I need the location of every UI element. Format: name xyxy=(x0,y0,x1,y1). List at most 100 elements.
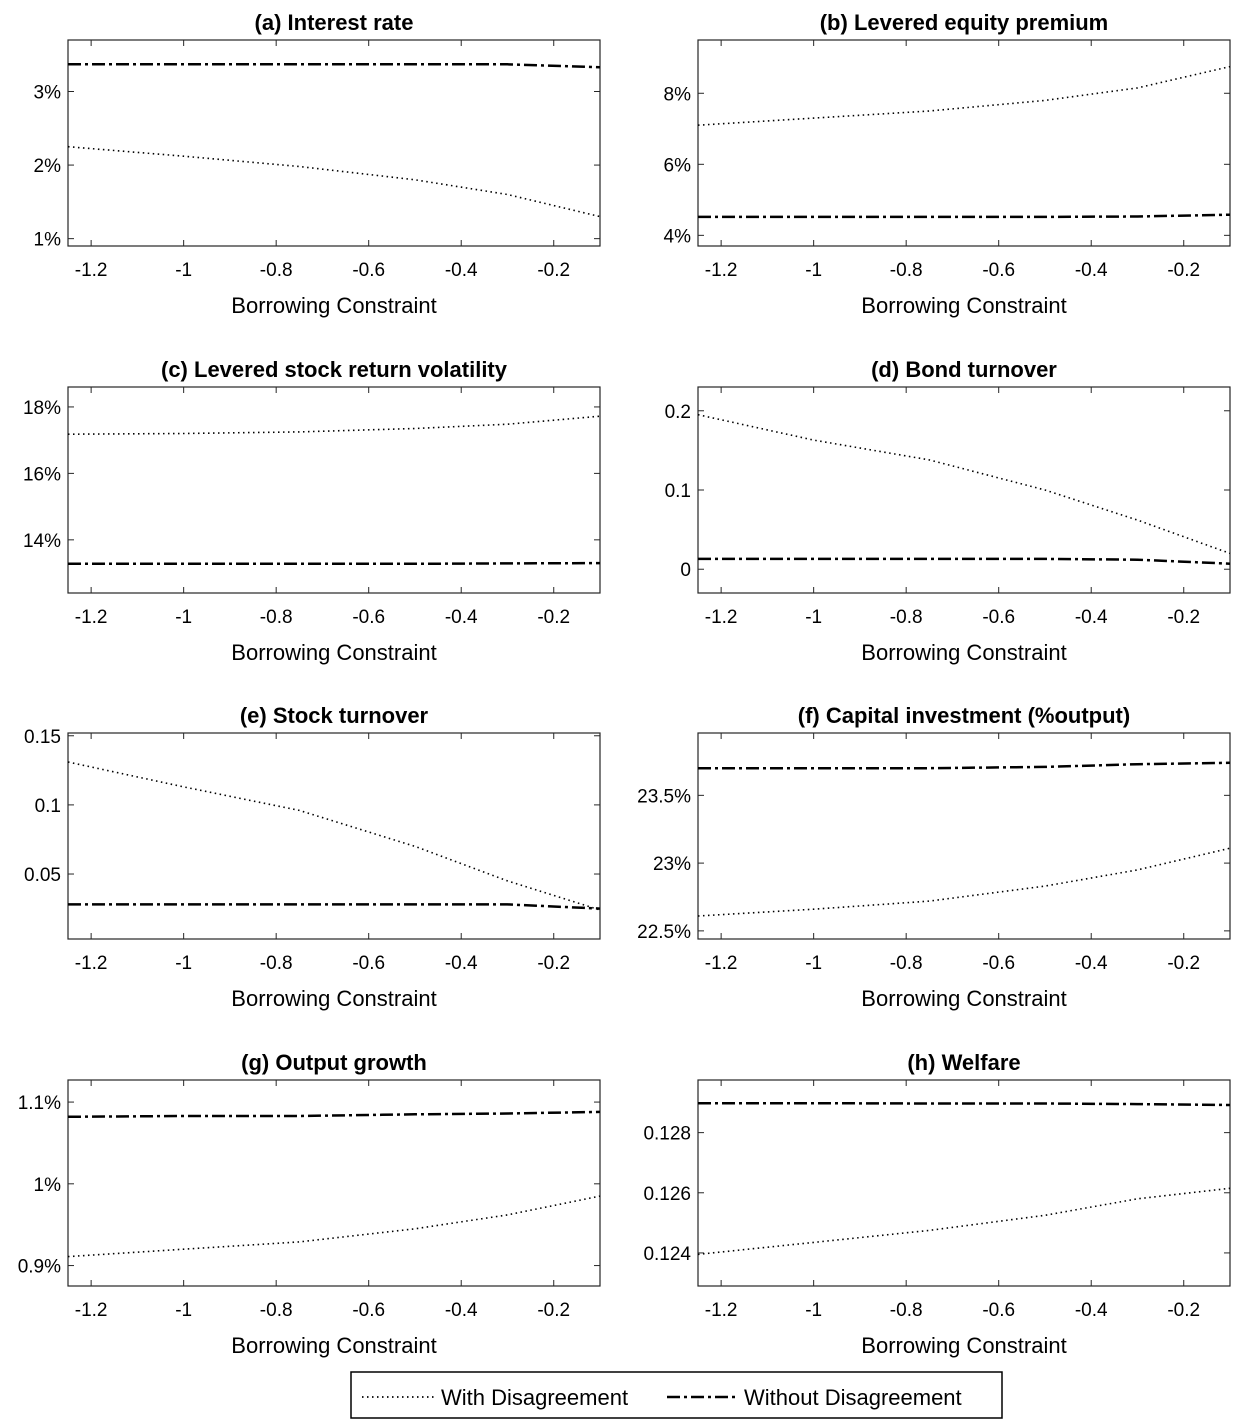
x-tick-label: -0.4 xyxy=(445,1300,478,1321)
x-tick-label: -1.2 xyxy=(705,953,738,974)
series-with-disagreement xyxy=(697,847,1231,917)
y-tick-label: 1.1% xyxy=(18,1093,61,1114)
x-tick-label: -0.6 xyxy=(352,607,385,628)
x-tick-label: -0.6 xyxy=(352,1300,385,1321)
chart-panel: (h) Welfare -1.2 -1 -0.8 -0.6 -0.4 -0.2 0.124 0.… xyxy=(643,1050,1231,1358)
y-tick-label: 1% xyxy=(34,1175,62,1196)
legend: With Disagreement Without Disagreement xyxy=(350,1371,1003,1419)
y-tick-label: 1% xyxy=(34,230,62,251)
plot-frame xyxy=(697,386,1231,594)
series-without-disagreement xyxy=(68,63,601,69)
x-tick-label: -0.8 xyxy=(260,953,293,974)
legend-box xyxy=(350,1371,1003,1419)
y-tick-label: 0.124 xyxy=(643,1244,691,1265)
chart-panel: (e) Stock turnover -1.2 -1 -0.8 -0.6 -0.4 -0.2… xyxy=(24,703,601,1011)
x-tick-label: -1.2 xyxy=(75,1300,108,1321)
x-tick-label: -0.6 xyxy=(352,260,385,281)
plot-frame xyxy=(697,1079,1231,1287)
legend-label-without-disagreement: Without Disagreement xyxy=(744,1385,962,1410)
y-tick-label: 0.126 xyxy=(643,1184,691,1205)
x-tick-label: -1.2 xyxy=(75,260,108,281)
y-tick-label: 0.1 xyxy=(35,796,61,817)
plot-frame xyxy=(67,39,601,247)
y-tick-label: 0.9% xyxy=(18,1257,61,1278)
series-with-disagreement xyxy=(67,145,601,218)
x-tick-label: -1.2 xyxy=(75,953,108,974)
x-tick-label: -1 xyxy=(805,1300,822,1321)
x-tick-label: -0.8 xyxy=(890,260,923,281)
x-tick-label: -1 xyxy=(175,260,192,281)
x-axis-label: Borrowing Constraint xyxy=(231,986,436,1011)
chart-panel: (g) Output growth -1.2 -1 -0.8 -0.6 -0.4 -0.2 0… xyxy=(18,1050,601,1358)
x-tick-label: -0.8 xyxy=(890,607,923,628)
x-tick-label: -1.2 xyxy=(705,1300,738,1321)
x-axis-label: Borrowing Constraint xyxy=(861,293,1066,318)
x-tick-label: -0.6 xyxy=(982,607,1015,628)
x-tick-label: -0.4 xyxy=(1075,953,1108,974)
chart-title: (b) Levered equity premium xyxy=(820,10,1109,35)
series-with-disagreement xyxy=(697,1187,1231,1256)
series-without-disagreement xyxy=(698,761,1231,770)
series-without-disagreement xyxy=(68,903,601,910)
chart-title: (e) Stock turnover xyxy=(240,703,429,728)
y-tick-label: 0.05 xyxy=(24,865,61,886)
y-tick-label: 18% xyxy=(23,398,61,419)
chart-title: (f) Capital investment (%output) xyxy=(798,703,1130,728)
x-tick-label: -0.2 xyxy=(537,607,570,628)
series-without-disagreement xyxy=(698,557,1231,565)
x-tick-label: -1 xyxy=(805,607,822,628)
chart-panel: (c) Levered stock return volatility -1.2 -… xyxy=(23,357,601,665)
series-with-disagreement xyxy=(67,761,601,911)
y-tick-label: 22.5% xyxy=(637,922,691,943)
x-tick-label: -0.2 xyxy=(537,1300,570,1321)
series-without-disagreement xyxy=(698,213,1231,219)
x-tick-label: -0.4 xyxy=(1075,1300,1108,1321)
x-tick-label: -0.4 xyxy=(1075,260,1108,281)
chart-panel: (f) Capital investment (%output) -1.2 -1 -0… xyxy=(637,703,1231,1011)
chart-panel: (b) Levered equity premium -1.2 -1 -0.8 -0.6… xyxy=(664,10,1231,318)
x-axis-label: Borrowing Constraint xyxy=(231,1333,436,1358)
chart-title: (a) Interest rate xyxy=(255,10,414,35)
x-tick-label: -0.2 xyxy=(1167,260,1200,281)
x-axis-label: Borrowing Constraint xyxy=(231,293,436,318)
chart-title: (c) Levered stock return volatility xyxy=(161,357,508,382)
y-tick-label: 16% xyxy=(23,464,61,485)
x-tick-label: -0.6 xyxy=(352,953,385,974)
chart-panel: (d) Bond turnover -1.2 -1 -0.8 -0.6 -0.4 -0.2 0… xyxy=(665,357,1231,665)
x-tick-label: -0.4 xyxy=(445,607,478,628)
y-tick-label: 14% xyxy=(23,531,61,552)
x-tick-label: -0.8 xyxy=(890,1300,923,1321)
x-tick-label: -0.6 xyxy=(982,260,1015,281)
x-tick-label: -0.2 xyxy=(537,953,570,974)
plot-frame xyxy=(697,39,1231,247)
x-tick-label: -0.8 xyxy=(890,953,923,974)
y-tick-label: 8% xyxy=(664,84,692,105)
x-tick-label: -0.2 xyxy=(1167,1300,1200,1321)
x-axis-label: Borrowing Constraint xyxy=(861,640,1066,665)
x-axis-label: Borrowing Constraint xyxy=(861,986,1066,1011)
x-tick-label: -0.2 xyxy=(1167,953,1200,974)
y-tick-label: 0.2 xyxy=(665,402,691,423)
y-tick-label: 4% xyxy=(664,226,692,247)
series-with-disagreement xyxy=(67,1195,601,1258)
series-without-disagreement xyxy=(67,1110,601,1119)
x-tick-label: -1 xyxy=(175,953,192,974)
plot-frame xyxy=(697,732,1231,940)
chart-panel: (a) Interest rate -1.2 -1 -0.8 -0.6 -0.4 -0.2 1… xyxy=(34,10,601,318)
y-tick-label: 6% xyxy=(664,155,692,176)
x-tick-label: -0.2 xyxy=(537,260,570,281)
x-tick-label: -1.2 xyxy=(705,260,738,281)
y-tick-label: 0.128 xyxy=(643,1124,691,1145)
series-with-disagreement xyxy=(697,413,1231,555)
x-axis-label: Borrowing Constraint xyxy=(861,1333,1066,1358)
x-tick-label: -0.4 xyxy=(1075,607,1108,628)
chart-title: (d) Bond turnover xyxy=(871,357,1057,382)
y-tick-label: 2% xyxy=(34,156,62,177)
x-tick-label: -0.8 xyxy=(260,1300,293,1321)
x-tick-label: -1 xyxy=(175,1300,192,1321)
y-tick-label: 0.1 xyxy=(665,481,691,502)
x-tick-label: -0.6 xyxy=(982,1300,1015,1321)
y-tick-label: 23.5% xyxy=(637,786,691,807)
x-tick-label: -1.2 xyxy=(705,607,738,628)
